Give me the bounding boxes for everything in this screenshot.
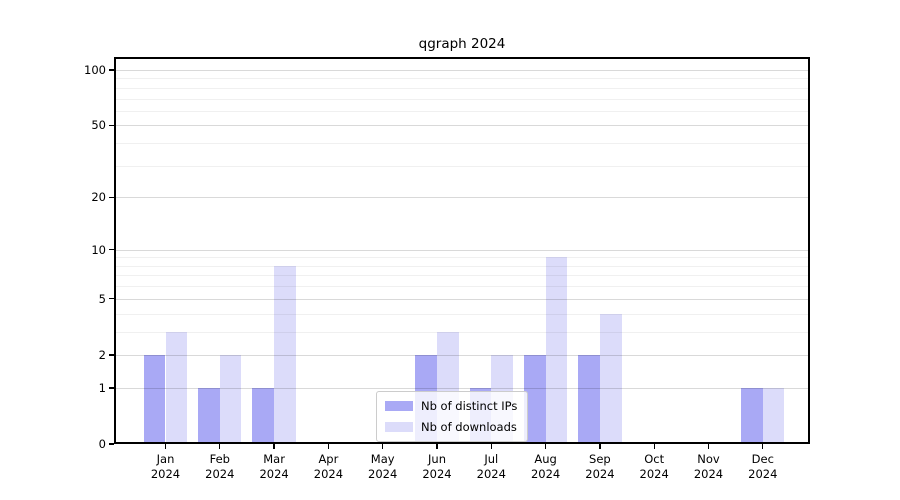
x-axis-tick xyxy=(707,444,710,449)
y-axis-tick-label: 10 xyxy=(91,242,106,257)
minor-gridline xyxy=(114,257,810,259)
x-axis-tick-label: Sep 2024 xyxy=(585,452,615,481)
minor-gridline xyxy=(114,275,810,277)
x-axis-tick-label: Feb 2024 xyxy=(205,452,235,481)
x-axis-tick xyxy=(762,444,764,449)
major-gridline xyxy=(114,249,810,251)
x-axis-tick xyxy=(544,444,547,449)
x-axis-tick xyxy=(273,444,275,449)
major-gridline xyxy=(114,298,810,300)
y-axis-tick-label: 20 xyxy=(91,190,106,205)
bar-downloads-mar xyxy=(274,265,296,444)
minor-gridline xyxy=(114,265,810,267)
x-axis-tick xyxy=(436,444,438,449)
top-spine xyxy=(114,57,810,59)
y-axis-tick xyxy=(109,298,114,300)
y-axis-tick-label: 50 xyxy=(91,118,106,133)
x-axis-tick-label: Jul 2024 xyxy=(476,452,506,481)
legend: Nb of distinct IPs Nb of downloads xyxy=(376,391,529,442)
y-axis-tick xyxy=(109,69,114,71)
minor-gridline xyxy=(114,78,810,80)
bar-distinct-ips-feb xyxy=(198,387,220,444)
minor-gridline xyxy=(114,143,810,145)
y-axis-tick xyxy=(109,248,114,251)
y-axis-tick-label: 100 xyxy=(84,63,106,77)
major-gridline xyxy=(114,70,810,71)
bar-downloads-dec xyxy=(762,387,785,444)
chart-title: qgraph 2024 xyxy=(418,36,506,52)
y-axis-tick xyxy=(109,354,114,356)
x-axis-tick xyxy=(653,444,655,449)
minor-gridline xyxy=(114,165,810,167)
plot-area: 0 1 2 5 10 20 50 100 Jan 2024 Feb 2024 Mar 2024 Apr… xyxy=(84,57,810,481)
bar-downloads-jan xyxy=(165,331,188,444)
x-axis-tick xyxy=(599,444,601,449)
x-axis-tick xyxy=(490,444,492,449)
major-gridline xyxy=(114,197,810,199)
x-axis-tick xyxy=(219,444,221,449)
major-gridline xyxy=(114,125,810,127)
right-spine xyxy=(808,57,810,444)
bottom-spine xyxy=(114,442,810,444)
x-axis-tick-label: Apr 2024 xyxy=(313,452,344,481)
y-axis-tick xyxy=(109,443,114,445)
bar-distinct-ips-dec xyxy=(741,387,763,444)
x-axis-tick-label: May 2024 xyxy=(368,452,398,481)
minor-gridline xyxy=(114,98,810,100)
bar-distinct-ips-aug xyxy=(523,354,546,444)
x-axis-tick-label: Mar 2024 xyxy=(259,452,289,481)
minor-gridline xyxy=(114,331,810,333)
x-axis-tick xyxy=(382,444,384,449)
legend-swatch-distinct-ips xyxy=(385,401,413,411)
y-axis-tick xyxy=(109,387,114,389)
legend-label-distinct-ips: Nb of distinct IPs xyxy=(421,399,518,413)
legend-item-downloads: Nb of downloads xyxy=(385,419,517,435)
minor-gridline xyxy=(114,286,810,288)
minor-gridline xyxy=(114,313,810,315)
x-axis-tick-label: Jan 2024 xyxy=(150,452,181,481)
y-axis-tick-label: 5 xyxy=(98,291,106,306)
x-axis-tick xyxy=(327,444,330,449)
bar-downloads-aug xyxy=(545,257,568,444)
legend-label-downloads: Nb of downloads xyxy=(421,420,517,434)
y-axis-tick xyxy=(109,196,114,198)
bar-downloads-feb xyxy=(219,354,242,444)
bar-distinct-ips-sep xyxy=(578,354,600,444)
major-gridline xyxy=(114,354,810,356)
x-axis-tick-label: Jun 2024 xyxy=(422,452,452,481)
y-axis-tick xyxy=(109,124,114,127)
legend-swatch-downloads xyxy=(385,422,413,432)
bar-downloads-sep xyxy=(599,313,622,444)
major-gridline xyxy=(114,387,810,389)
y-axis-tick-label: 0 xyxy=(98,437,106,451)
y-axis-tick-label: 2 xyxy=(98,347,106,362)
left-spine xyxy=(114,57,116,444)
bar-distinct-ips-mar xyxy=(252,387,275,444)
x-axis-tick-label: Nov 2024 xyxy=(693,452,724,481)
minor-gridline xyxy=(114,110,810,112)
x-axis-tick-label: Oct 2024 xyxy=(639,452,669,481)
x-axis-tick-label: Dec 2024 xyxy=(748,452,778,481)
bar-distinct-ips-jan xyxy=(143,354,166,444)
y-axis-tick-label: 1 xyxy=(98,380,106,395)
x-axis-tick xyxy=(164,444,167,449)
x-axis-tick-label: Aug 2024 xyxy=(530,452,561,481)
legend-item-distinct-ips: Nb of distinct IPs xyxy=(385,398,517,414)
minor-gridline xyxy=(114,87,810,89)
